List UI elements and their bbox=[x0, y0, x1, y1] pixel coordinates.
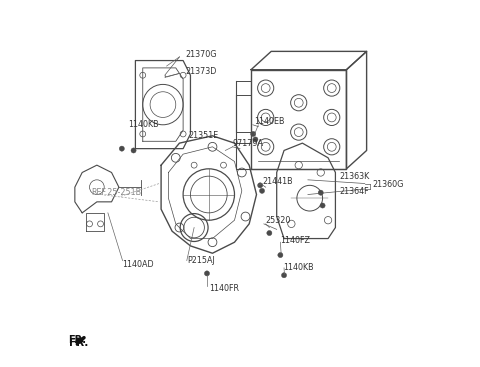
Text: REF.25-251B: REF.25-251B bbox=[91, 188, 142, 197]
Circle shape bbox=[204, 271, 210, 276]
Text: P215AJ: P215AJ bbox=[187, 256, 215, 265]
Circle shape bbox=[318, 190, 324, 195]
Circle shape bbox=[260, 188, 264, 193]
Circle shape bbox=[281, 273, 287, 278]
Text: 97179A: 97179A bbox=[233, 139, 264, 148]
Text: 1140FZ: 1140FZ bbox=[280, 236, 311, 245]
Text: 1140AD: 1140AD bbox=[122, 260, 154, 269]
Circle shape bbox=[251, 131, 256, 137]
Circle shape bbox=[320, 203, 325, 208]
Text: 21370G: 21370G bbox=[185, 50, 216, 59]
Text: FR.: FR. bbox=[68, 335, 86, 345]
Text: 21373D: 21373D bbox=[185, 68, 216, 76]
Text: 1140KB: 1140KB bbox=[283, 264, 314, 272]
Circle shape bbox=[267, 230, 272, 236]
Text: 1140FR: 1140FR bbox=[209, 284, 239, 292]
Text: 1140EB: 1140EB bbox=[254, 117, 285, 126]
Circle shape bbox=[253, 137, 258, 142]
Circle shape bbox=[258, 183, 263, 188]
Text: FR.: FR. bbox=[69, 338, 89, 348]
Text: 25320: 25320 bbox=[266, 217, 291, 225]
Circle shape bbox=[119, 146, 124, 151]
Text: 21441B: 21441B bbox=[262, 177, 293, 186]
Text: 21360G: 21360G bbox=[372, 180, 404, 189]
Text: 1140KB: 1140KB bbox=[128, 120, 159, 129]
Text: 21363K: 21363K bbox=[339, 172, 369, 181]
Text: 21351E: 21351E bbox=[188, 131, 218, 140]
Text: 21364F: 21364F bbox=[339, 187, 369, 196]
Circle shape bbox=[278, 252, 283, 258]
Circle shape bbox=[131, 148, 136, 153]
